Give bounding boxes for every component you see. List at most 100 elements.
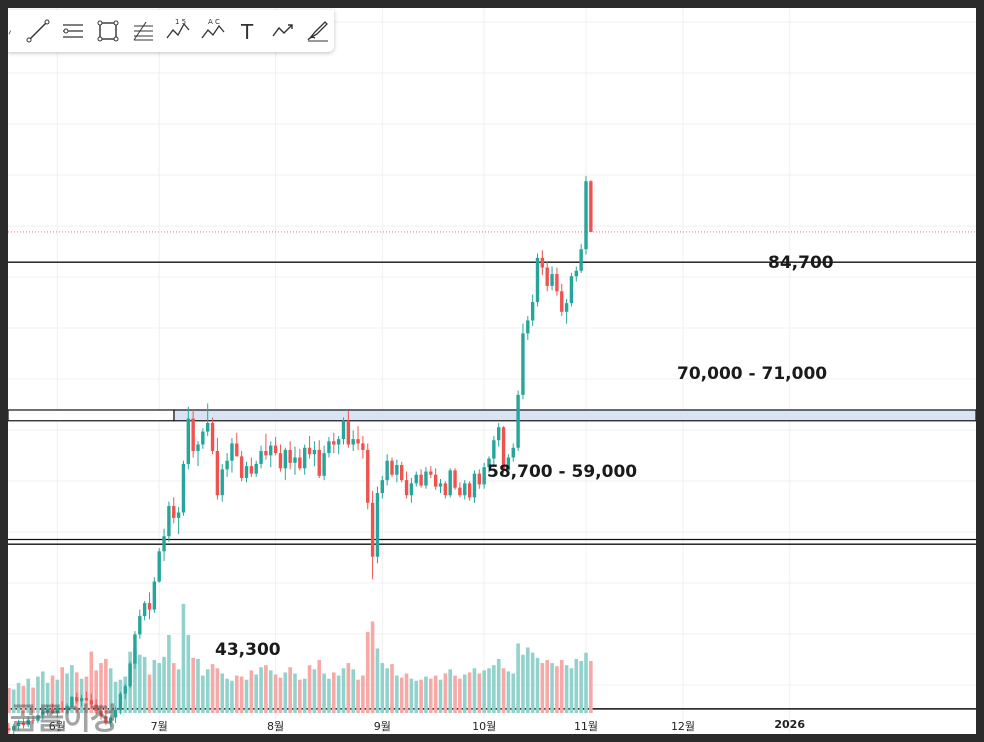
candle-body: [244, 466, 249, 478]
drawing-toolbar: 1 5 A C T: [8, 10, 334, 52]
candle-body: [535, 257, 540, 303]
candle-body: [269, 445, 273, 456]
candle-body: [584, 181, 588, 250]
candle-body: [569, 276, 574, 304]
volume-bar: [104, 658, 108, 713]
price-chart[interactable]: [8, 8, 976, 734]
candle-body: [196, 444, 200, 451]
candle-body: [254, 463, 258, 474]
candle-body: [109, 717, 113, 723]
volume-bar: [399, 677, 404, 713]
candle-body: [99, 711, 103, 717]
volume-bar: [264, 665, 268, 713]
candle-body: [366, 449, 370, 503]
candle-body: [152, 581, 157, 610]
volume-bar: [390, 664, 394, 713]
candle-body: [414, 474, 418, 484]
candle-body: [172, 506, 176, 518]
candle-body: [438, 483, 443, 487]
candle-body: [467, 483, 472, 498]
volume-bar: [574, 658, 579, 713]
volume-bar: [380, 663, 385, 713]
candle-body: [472, 473, 477, 498]
candle-body: [545, 267, 549, 286]
elliott-wave-icon[interactable]: 1 5: [162, 14, 195, 48]
arrow-trend-icon[interactable]: [266, 14, 299, 48]
volume-bar: [55, 679, 60, 713]
volume-bar: [579, 661, 583, 713]
candle-body: [70, 696, 74, 706]
volume-bar: [50, 675, 55, 713]
candle-body: [12, 726, 16, 731]
candle-body: [443, 483, 448, 496]
candle-body: [487, 458, 491, 468]
volume-bar: [133, 648, 137, 713]
volume-bar: [467, 672, 472, 713]
volume-bar: [298, 679, 302, 713]
volume-bar: [8, 688, 11, 713]
candle-body: [555, 274, 559, 292]
level-label-43300: 43,300: [215, 640, 281, 660]
volume-bar: [589, 661, 593, 713]
candle-body: [210, 422, 215, 451]
candle-body: [26, 719, 30, 726]
candle-body: [530, 302, 535, 321]
volume-bar: [521, 654, 525, 713]
candle-body: [79, 698, 84, 702]
candle-body: [589, 181, 593, 232]
volume-bar: [94, 670, 98, 713]
candle-body: [419, 474, 423, 486]
zone-label-70000-71000: 70,000 - 71,000: [677, 364, 828, 384]
volume-bar: [409, 678, 414, 713]
volume-bar: [181, 603, 186, 713]
volume-bar: [559, 659, 564, 713]
x-tick-label: 6월: [48, 720, 66, 733]
volume-bar: [31, 687, 35, 713]
candle-body: [8, 728, 11, 731]
candle-body: [259, 450, 263, 464]
candle-body: [283, 449, 287, 469]
zone-box: [173, 409, 976, 422]
horizontal-lines-icon[interactable]: [57, 14, 90, 48]
volume-bar: [230, 680, 234, 713]
candle-body: [220, 469, 224, 496]
text-tool-icon[interactable]: T: [231, 14, 264, 48]
candle-body: [191, 418, 195, 451]
candle-body: [273, 445, 278, 454]
candle-body: [550, 274, 554, 286]
abc-pattern-icon[interactable]: A C: [196, 14, 229, 48]
rectangle-icon[interactable]: [92, 14, 125, 48]
candle-body: [186, 418, 190, 464]
trend-line-icon[interactable]: [22, 14, 55, 48]
candle-body: [307, 447, 312, 455]
volume-bar: [443, 673, 448, 713]
candle-body: [206, 422, 210, 432]
candle-body: [560, 291, 564, 312]
volume-bar: [293, 673, 297, 713]
candle-body: [356, 439, 360, 444]
volume-bar: [453, 675, 457, 713]
volume-bar: [346, 663, 351, 713]
volume-bar: [89, 651, 94, 713]
candle-body: [162, 536, 166, 552]
candle-body: [380, 480, 384, 494]
candle-body: [482, 467, 486, 485]
candle-body: [492, 440, 496, 459]
volume-bar: [99, 663, 103, 713]
cursor-fragment-icon[interactable]: [8, 14, 20, 48]
candle-body: [181, 463, 186, 513]
volume-bar: [152, 659, 157, 713]
candle-body: [458, 487, 462, 496]
volume-bar: [448, 669, 452, 713]
candle-body: [424, 471, 428, 486]
volume-bar: [458, 678, 462, 713]
candle-body: [230, 443, 234, 461]
candle-body: [133, 634, 137, 664]
candle-body: [341, 420, 346, 440]
candle-body: [564, 303, 569, 312]
fib-retracement-icon[interactable]: [127, 14, 160, 48]
candle-body: [317, 449, 321, 476]
brush-icon[interactable]: [301, 14, 334, 48]
volume-bar: [356, 679, 360, 713]
x-tick-label: 11월: [573, 720, 599, 733]
